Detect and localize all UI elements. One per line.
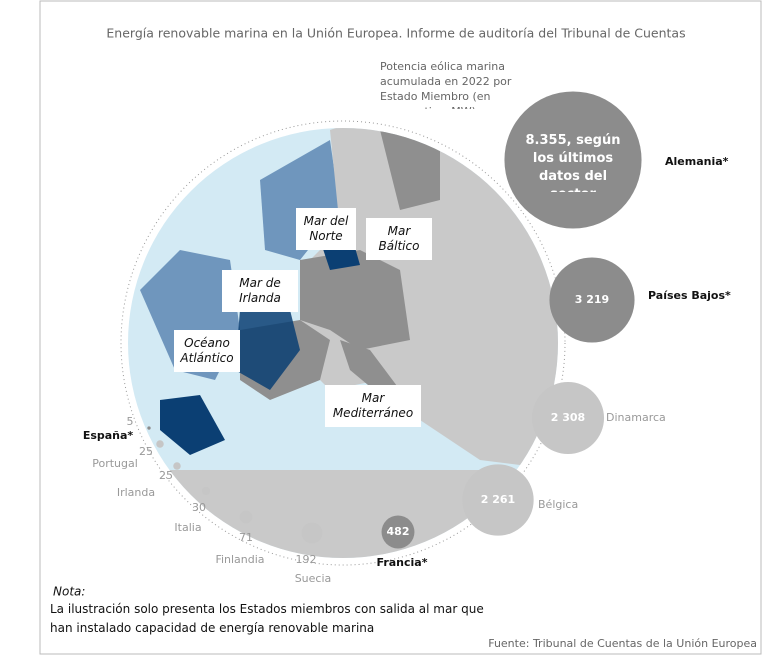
country-label: España* (83, 429, 134, 442)
value-label: 71 (239, 531, 253, 544)
value-label: 8.355, según los últimos datos del secto… (525, 133, 621, 192)
sea-label-bg (174, 330, 240, 372)
central-eu (300, 250, 410, 350)
sea-label-bg (366, 218, 432, 260)
bubble (462, 464, 534, 536)
bubble (549, 257, 635, 343)
map (120, 120, 566, 566)
bubble (173, 462, 181, 470)
sea-label: Mar del Norte (303, 214, 349, 243)
value-label: 482 (387, 525, 410, 538)
subtitle-box: Potencia eólica marina acumulada en 2022… (380, 60, 512, 109)
sea-label-box: Mar Mediterráneo (332, 391, 414, 420)
sea-label-bg (325, 385, 421, 427)
sea-label: Mar Báltico (378, 224, 420, 253)
country-label: Dinamarca (606, 411, 666, 424)
value-label: 30 (192, 501, 206, 514)
title: Energía renovable marina en la Unión Eur… (106, 26, 685, 41)
bubble (381, 515, 415, 549)
country-label: Irlanda (117, 486, 155, 499)
note-box: La ilustración solo presenta los Estados… (50, 602, 484, 635)
sea-label-box: Mar de Irlanda (239, 276, 281, 305)
value-label: 25 (159, 469, 173, 482)
bubble (504, 91, 642, 229)
sea-label-bg (222, 270, 298, 312)
value-label: 25 (139, 445, 153, 458)
source: Fuente: Tribunal de Cuentas de la Unión … (488, 637, 757, 650)
country-label: Suecia (295, 572, 332, 585)
canary-dark (160, 395, 225, 455)
country-label: Francia* (377, 556, 428, 569)
sea-label: Océano Atlántico (180, 336, 234, 365)
bubble (239, 510, 253, 524)
bubble (156, 440, 164, 448)
value-label: 2 308 (551, 411, 585, 424)
bay-dark (235, 310, 300, 390)
bubble (147, 426, 151, 430)
subtitle: Potencia eólica marina acumulada en 2022… (380, 60, 512, 109)
country-label: Países Bajos* (648, 289, 731, 302)
value-label: 5 (127, 415, 134, 428)
bubble (531, 381, 605, 455)
value-label-box: 8.355, según los últimos datos del secto… (525, 133, 621, 192)
bubble (301, 522, 323, 544)
country-label: Finlandia (215, 553, 264, 566)
note-text: La ilustración solo presenta los Estados… (50, 602, 484, 635)
country-label: Bélgica (538, 498, 578, 511)
note-title: Nota: (53, 585, 85, 599)
country-label: Italia (174, 521, 201, 534)
country-label: Alemania* (665, 155, 729, 168)
country-label: Portugal (92, 457, 138, 470)
value-label: 192 (296, 553, 317, 566)
sea-label: Mar de Irlanda (239, 276, 281, 305)
sea-label-bg (296, 208, 356, 250)
italy (340, 340, 400, 395)
value-label: 2 261 (481, 493, 515, 506)
bubble (201, 486, 211, 496)
dotted-ring (120, 120, 566, 566)
sea-label-box: Mar del Norte (303, 214, 349, 243)
sea-label-box: Océano Atlántico (180, 336, 234, 365)
value-label: 3 219 (575, 293, 609, 306)
sea-label: Mar Mediterráneo (332, 391, 414, 420)
sea-label-box: Mar Báltico (378, 224, 420, 253)
